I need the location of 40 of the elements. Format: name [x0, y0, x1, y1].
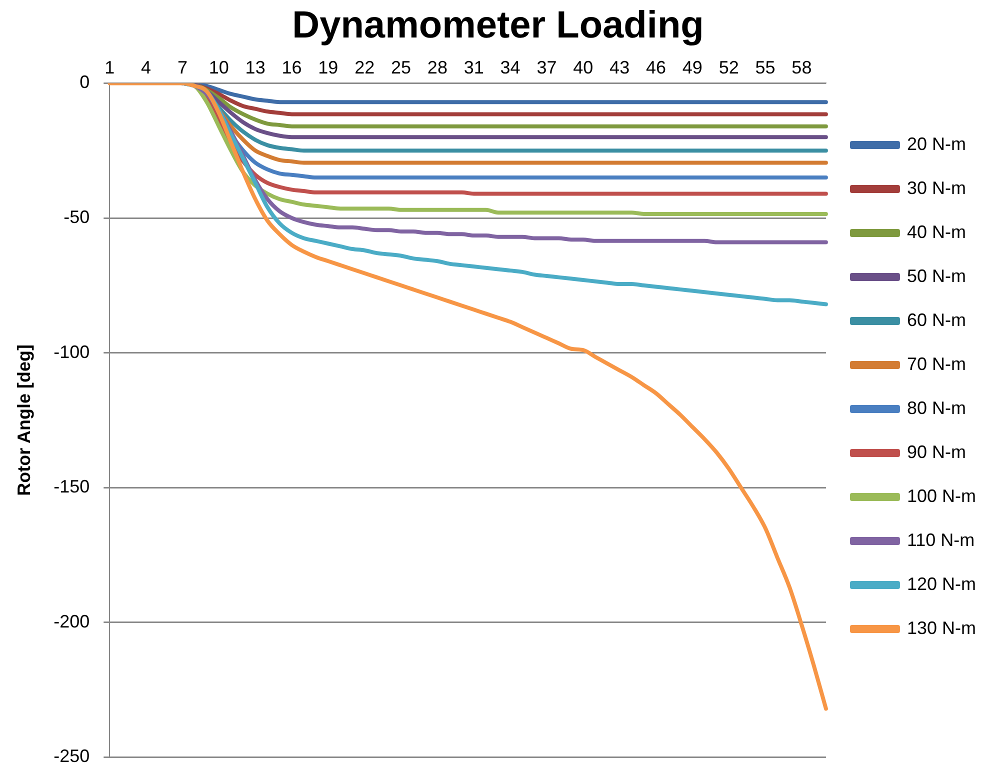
legend-label: 50 N-m: [906, 266, 966, 286]
x-tick-label: 37: [536, 57, 557, 78]
x-tick-label: 52: [718, 57, 739, 78]
chart-title: Dynamometer Loading: [292, 4, 704, 46]
legend-label: 90 N-m: [906, 442, 966, 462]
legend-label: 110 N-m: [906, 530, 975, 550]
x-tick-label: 4: [141, 57, 152, 78]
x-tick-label: 1: [104, 57, 115, 78]
x-tick-label: 25: [391, 57, 412, 78]
y-tick-label: -150: [54, 476, 90, 497]
x-tick-label: 31: [464, 57, 484, 78]
x-tick-label: 43: [610, 57, 630, 78]
x-tick-label: 34: [500, 57, 520, 78]
x-tick-label: 46: [646, 57, 666, 78]
x-tick-label: 13: [245, 57, 266, 78]
x-tick-label: 16: [282, 57, 302, 78]
x-tick-label: 28: [427, 57, 448, 78]
legend-label: 20 N-m: [906, 134, 966, 154]
x-tick-label: 7: [177, 57, 188, 78]
y-tick-label: 0: [80, 72, 90, 92]
y-tick-label: -250: [54, 746, 90, 766]
legend-label: 30 N-m: [906, 178, 966, 198]
legend-label: 130 N-m: [906, 618, 976, 638]
x-tick-label: 19: [318, 57, 338, 78]
x-tick-label: 55: [755, 57, 776, 78]
legend-label: 60 N-m: [906, 310, 966, 330]
x-tick-label: 40: [573, 57, 594, 78]
x-tick-label: 49: [682, 57, 702, 78]
legend-label: 100 N-m: [906, 486, 976, 506]
x-tick-label: 22: [354, 57, 375, 78]
y-tick-label: -200: [54, 611, 90, 632]
legend-label: 80 N-m: [906, 398, 966, 418]
x-tick-label: 58: [792, 57, 812, 78]
x-tick-label: 10: [208, 57, 229, 78]
y-tick-label: -100: [54, 342, 90, 362]
legend-label: 120 N-m: [906, 574, 976, 594]
legend-label: 70 N-m: [906, 354, 966, 374]
legend-label: 40 N-m: [906, 222, 966, 242]
y-tick-label: -50: [64, 206, 90, 227]
y-axis-title: Rotor Angle [deg]: [14, 344, 34, 496]
